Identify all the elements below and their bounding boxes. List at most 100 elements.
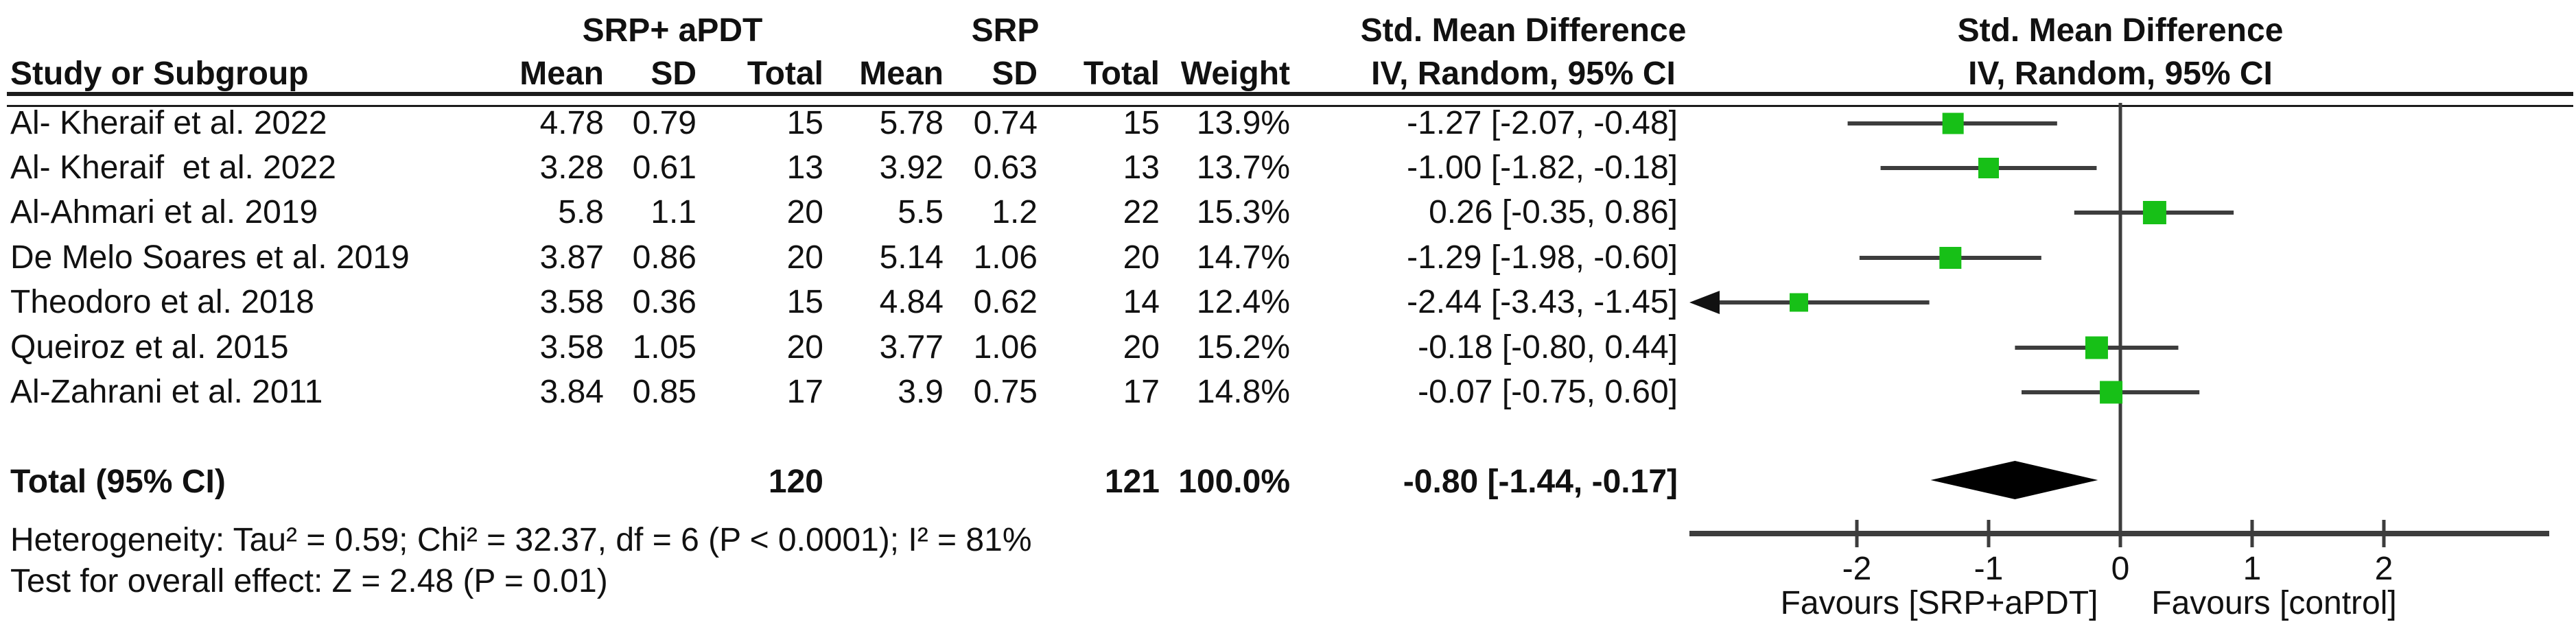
study-name: Al- Kheraif et al. 2022 <box>10 105 327 141</box>
sd1-cell: 0.86 <box>632 239 696 276</box>
ci-text-cell: -1.00 [-1.82, -0.18] <box>1407 150 1678 186</box>
weight-cell: 15.2% <box>1196 329 1290 366</box>
smd-plot-header: Std. Mean Difference <box>1957 12 2284 49</box>
axis-tick-label: 0 <box>2111 551 2130 587</box>
ci-text-cell: -1.29 [-1.98, -0.60] <box>1407 239 1678 276</box>
total1-cell: 20 <box>786 329 823 366</box>
mean1-cell: 3.84 <box>539 374 604 410</box>
heterogeneity-note: Heterogeneity: Tau² = 0.59; Chi² = 32.37… <box>10 522 1032 558</box>
method-column-header: IV, Random, 95% CI <box>1371 56 1676 92</box>
weight-cell: 13.7% <box>1196 150 1290 186</box>
ci-text-cell: -2.44 [-3.43, -1.45] <box>1407 284 1678 320</box>
study-name: De Melo Soares et al. 2019 <box>10 239 410 276</box>
total2-cell: 17 <box>1123 374 1160 410</box>
sd1-column-header: SD <box>651 56 696 92</box>
group2-header: SRP <box>971 12 1040 49</box>
weight-cell: 13.9% <box>1196 105 1290 141</box>
effect-square <box>1942 112 1964 134</box>
mean2-cell: 3.9 <box>898 374 944 410</box>
mean2-cell: 5.5 <box>898 194 944 230</box>
sd1-cell: 0.36 <box>632 284 696 320</box>
sd1-cell: 1.05 <box>632 329 696 366</box>
effect-square <box>1790 293 1809 312</box>
mean1-cell: 3.28 <box>539 150 604 186</box>
group1-header: SRP+ aPDT <box>582 12 763 49</box>
sd1-cell: 1.1 <box>651 194 696 230</box>
weight-cell: 14.7% <box>1196 239 1290 276</box>
weight-cell: 12.4% <box>1196 284 1290 320</box>
effect-square <box>1939 247 1962 269</box>
sd2-cell: 0.62 <box>973 284 1038 320</box>
mean2-cell: 5.78 <box>879 105 944 141</box>
total-row-label: Total (95% CI) <box>10 464 226 500</box>
study-name: Al-Ahmari et al. 2019 <box>10 194 318 230</box>
favours-left-label: Favours [SRP+aPDT] <box>1780 585 2098 621</box>
mean1-column-header: Mean <box>519 56 604 92</box>
effect-square <box>2085 336 2108 359</box>
mean1-cell: 5.8 <box>558 194 604 230</box>
sd1-cell: 0.61 <box>632 150 696 186</box>
favours-right-label: Favours [control] <box>2151 585 2397 621</box>
total-n-group2: 121 <box>1104 464 1160 500</box>
mean2-cell: 3.92 <box>879 150 944 186</box>
sd2-column-header: SD <box>992 56 1038 92</box>
method-plot-header: IV, Random, 95% CI <box>1968 56 2273 92</box>
effect-square <box>2142 201 2166 224</box>
effect-square <box>1978 158 1999 178</box>
sd1-cell: 0.79 <box>632 105 696 141</box>
mean2-cell: 5.14 <box>879 239 944 276</box>
sd2-cell: 1.2 <box>992 194 1038 230</box>
sd2-cell: 0.63 <box>973 150 1038 186</box>
total2-cell: 14 <box>1123 284 1160 320</box>
mean1-cell: 3.87 <box>539 239 604 276</box>
mean2-column-header: Mean <box>859 56 944 92</box>
ci-text-cell: -0.07 [-0.75, 0.60] <box>1418 374 1678 410</box>
total2-cell: 15 <box>1123 105 1160 141</box>
total1-cell: 20 <box>786 194 823 230</box>
total1-column-header: Total <box>747 56 823 92</box>
mean1-cell: 3.58 <box>539 284 604 320</box>
study-column-header: Study or Subgroup <box>10 56 309 92</box>
total1-cell: 17 <box>786 374 823 410</box>
total-effect-ci: -0.80 [-1.44, -0.17] <box>1403 464 1678 500</box>
total1-cell: 15 <box>786 284 823 320</box>
sd2-cell: 0.74 <box>973 105 1038 141</box>
smd-column-header: Std. Mean Difference <box>1360 12 1687 49</box>
ci-text-cell: 0.26 [-0.35, 0.86] <box>1429 194 1678 230</box>
total-n-group1: 120 <box>768 464 823 500</box>
study-name: Al- Kheraif et al. 2022 <box>10 150 336 186</box>
study-name: Al-Zahrani et al. 2011 <box>10 374 323 410</box>
sd2-cell: 1.06 <box>973 329 1038 366</box>
ci-text-cell: -0.18 [-0.80, 0.44] <box>1418 329 1678 366</box>
ci-clip-arrow-left <box>1689 291 1720 314</box>
study-name: Queiroz et al. 2015 <box>10 329 289 366</box>
axis-tick-label: 2 <box>2375 551 2393 587</box>
header-divider <box>7 92 2573 107</box>
total1-cell: 13 <box>786 150 823 186</box>
ci-text-cell: -1.27 [-2.07, -0.48] <box>1407 105 1678 141</box>
total2-cell: 22 <box>1123 194 1160 230</box>
weight-cell: 14.8% <box>1196 374 1290 410</box>
mean1-cell: 3.58 <box>539 329 604 366</box>
total2-cell: 20 <box>1123 329 1160 366</box>
total1-cell: 15 <box>786 105 823 141</box>
axis-tick-label: 1 <box>2243 551 2262 587</box>
sd1-cell: 0.85 <box>632 374 696 410</box>
total2-cell: 20 <box>1123 239 1160 276</box>
axis-tick-label: -1 <box>1974 551 2004 587</box>
sd2-cell: 0.75 <box>973 374 1038 410</box>
study-name: Theodoro et al. 2018 <box>10 284 314 320</box>
mean1-cell: 4.78 <box>539 105 604 141</box>
total2-column-header: Total <box>1083 56 1160 92</box>
effect-square <box>2100 381 2123 404</box>
total1-cell: 20 <box>786 239 823 276</box>
overall-effect-note: Test for overall effect: Z = 2.48 (P = 0… <box>10 563 608 599</box>
axis-tick-label: -2 <box>1842 551 1872 587</box>
total2-cell: 13 <box>1123 150 1160 186</box>
mean2-cell: 3.77 <box>879 329 944 366</box>
weight-cell: 15.3% <box>1196 194 1290 230</box>
weight-column-header: Weight <box>1180 56 1290 92</box>
pooled-diamond <box>1930 461 2098 499</box>
sd2-cell: 1.06 <box>973 239 1038 276</box>
